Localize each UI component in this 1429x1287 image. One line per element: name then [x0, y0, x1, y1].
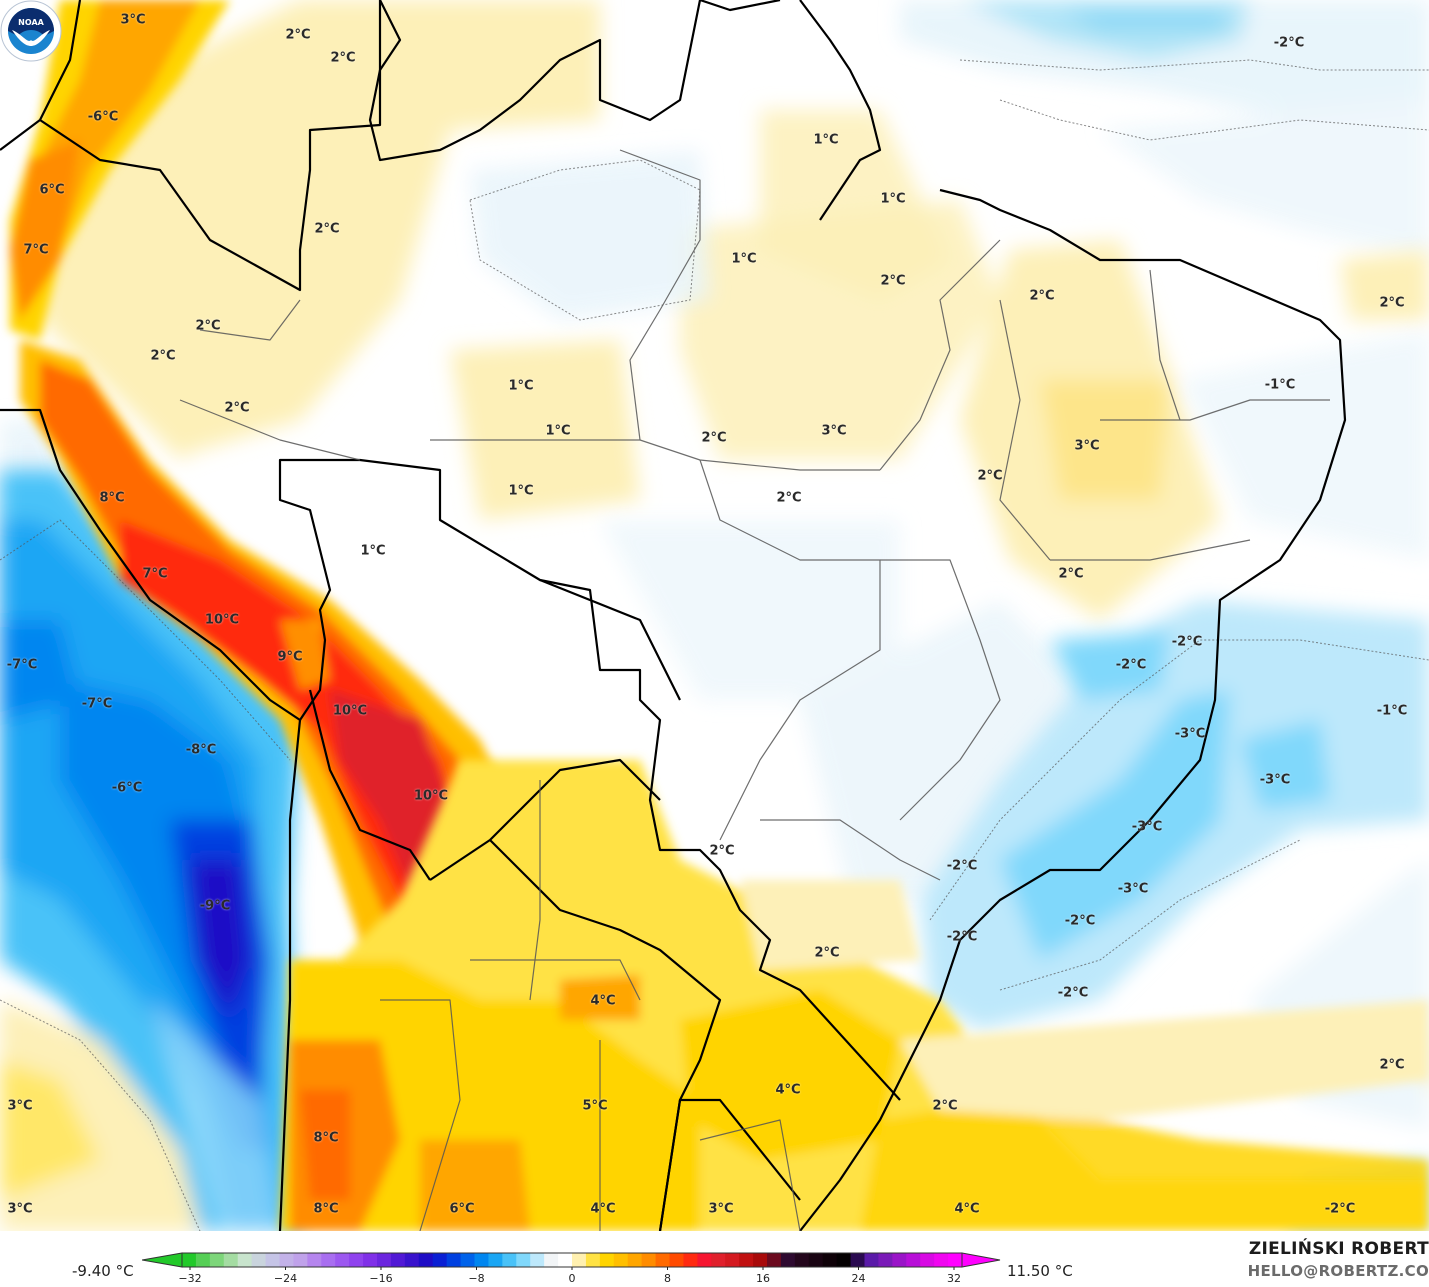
colorbar-tick-label: −8: [468, 1272, 485, 1285]
temperature-label: 2°C: [977, 468, 1003, 484]
colorbar-tick-label: −16: [369, 1272, 393, 1285]
temperature-label: -6°C: [111, 780, 143, 796]
temperature-label: 10°C: [204, 612, 240, 628]
temperature-label: -8°C: [185, 742, 217, 758]
colorbar-min-value: -9.40 °C: [72, 1262, 134, 1280]
temperature-anomaly-map: 3°C 2°C 2°C -6°C 6°C 7°C 2°C 2°C 2°C 2°C 8°C 7°C 10°…: [0, 0, 1429, 1232]
temperature-label: 2°C: [330, 50, 356, 66]
colorbar-tick-label: −24: [273, 1272, 298, 1285]
temperature-label: 2°C: [776, 490, 802, 506]
temperature-label: -7°C: [6, 657, 38, 673]
colorbar-tick-label: 8: [664, 1272, 671, 1285]
temperature-label: -3°C: [1131, 819, 1163, 835]
temperature-label: -2°C: [946, 929, 978, 945]
temperature-label: 4°C: [954, 1201, 980, 1217]
temperature-label: -2°C: [1064, 913, 1096, 929]
temperature-label: 2°C: [701, 430, 727, 446]
temperature-label: 4°C: [590, 1201, 616, 1217]
temperature-label: 4°C: [775, 1082, 801, 1098]
temperature-label: -3°C: [1259, 772, 1291, 788]
temperature-label: 3°C: [821, 423, 847, 439]
temperature-label: 2°C: [709, 843, 735, 859]
temperature-label: 2°C: [932, 1098, 958, 1114]
temperature-label: 7°C: [23, 242, 49, 258]
temperature-label: -2°C: [1057, 985, 1089, 1001]
colorbar-tick-label: 32: [947, 1272, 961, 1285]
temperature-label: 1°C: [545, 423, 571, 439]
temperature-label: 2°C: [814, 945, 840, 961]
temperature-label: -7°C: [81, 696, 113, 712]
temperature-label: 3°C: [120, 12, 146, 28]
temperature-label: 5°C: [582, 1098, 608, 1114]
temperature-label: -2°C: [1324, 1201, 1356, 1217]
temperature-label: 2°C: [285, 27, 311, 43]
colorbar-max-value: 11.50 °C: [1007, 1262, 1073, 1280]
temperature-label: 1°C: [508, 378, 534, 394]
temperature-label: 3°C: [7, 1201, 33, 1217]
temperature-label: -1°C: [1376, 703, 1408, 719]
temperature-label: 2°C: [880, 273, 906, 289]
temperature-label: -1°C: [1264, 377, 1296, 393]
temperature-label: 2°C: [224, 400, 250, 416]
temperature-label: 1°C: [880, 191, 906, 207]
colorbar-tick-label: 16: [756, 1272, 770, 1285]
temperature-label: 4°C: [590, 993, 616, 1009]
temperature-label: 3°C: [708, 1201, 734, 1217]
noaa-logo-text: NOAA: [18, 18, 44, 27]
temperature-label: 2°C: [150, 348, 176, 364]
temperature-label: -3°C: [1174, 726, 1206, 742]
colorbar-tick-label: 0: [568, 1272, 576, 1285]
temperature-label: 8°C: [313, 1130, 339, 1146]
temperature-label: 2°C: [195, 318, 221, 334]
temperature-label: 1°C: [360, 543, 386, 559]
temperature-label: 9°C: [277, 649, 303, 665]
temperature-label: 10°C: [413, 788, 449, 804]
temperature-label: -9°C: [199, 898, 231, 914]
temperature-label: 2°C: [1058, 566, 1084, 582]
colorbar-tick-label: −32: [178, 1272, 202, 1285]
temperature-label: -3°C: [1117, 881, 1149, 897]
temperature-label: -2°C: [1171, 634, 1203, 650]
temperature-label: 1°C: [731, 251, 757, 267]
temperature-label: -6°C: [87, 109, 119, 125]
temperature-label: 1°C: [508, 483, 534, 499]
temperature-label: -2°C: [1115, 657, 1147, 673]
temperature-label: 6°C: [449, 1201, 475, 1217]
temperature-label: 1°C: [813, 132, 839, 148]
temperature-label: 2°C: [1379, 295, 1405, 311]
temperature-label: 8°C: [99, 490, 125, 506]
temperature-label: -2°C: [946, 858, 978, 874]
temperature-label: -2°C: [1273, 35, 1305, 51]
colorbar-tick-label: 24: [851, 1272, 866, 1285]
temperature-label: 2°C: [1029, 288, 1055, 304]
map-fill: [0, 0, 1429, 1231]
author-name: ZIELIŃSKI ROBERT: [1248, 1239, 1429, 1259]
temperature-label: 3°C: [7, 1098, 33, 1114]
temperature-label: 2°C: [1379, 1057, 1405, 1073]
temperature-label: 8°C: [313, 1201, 339, 1217]
temperature-label: 6°C: [39, 182, 65, 198]
colorbar: [142, 1252, 1001, 1270]
noaa-logo-icon: NOAA: [0, 0, 62, 62]
temperature-label: 7°C: [142, 566, 168, 582]
temperature-label: 2°C: [314, 221, 340, 237]
temperature-label: 3°C: [1074, 438, 1100, 454]
author-email: HELLO@ROBERTZ.CO: [1247, 1262, 1429, 1280]
temperature-label: 10°C: [332, 703, 368, 719]
